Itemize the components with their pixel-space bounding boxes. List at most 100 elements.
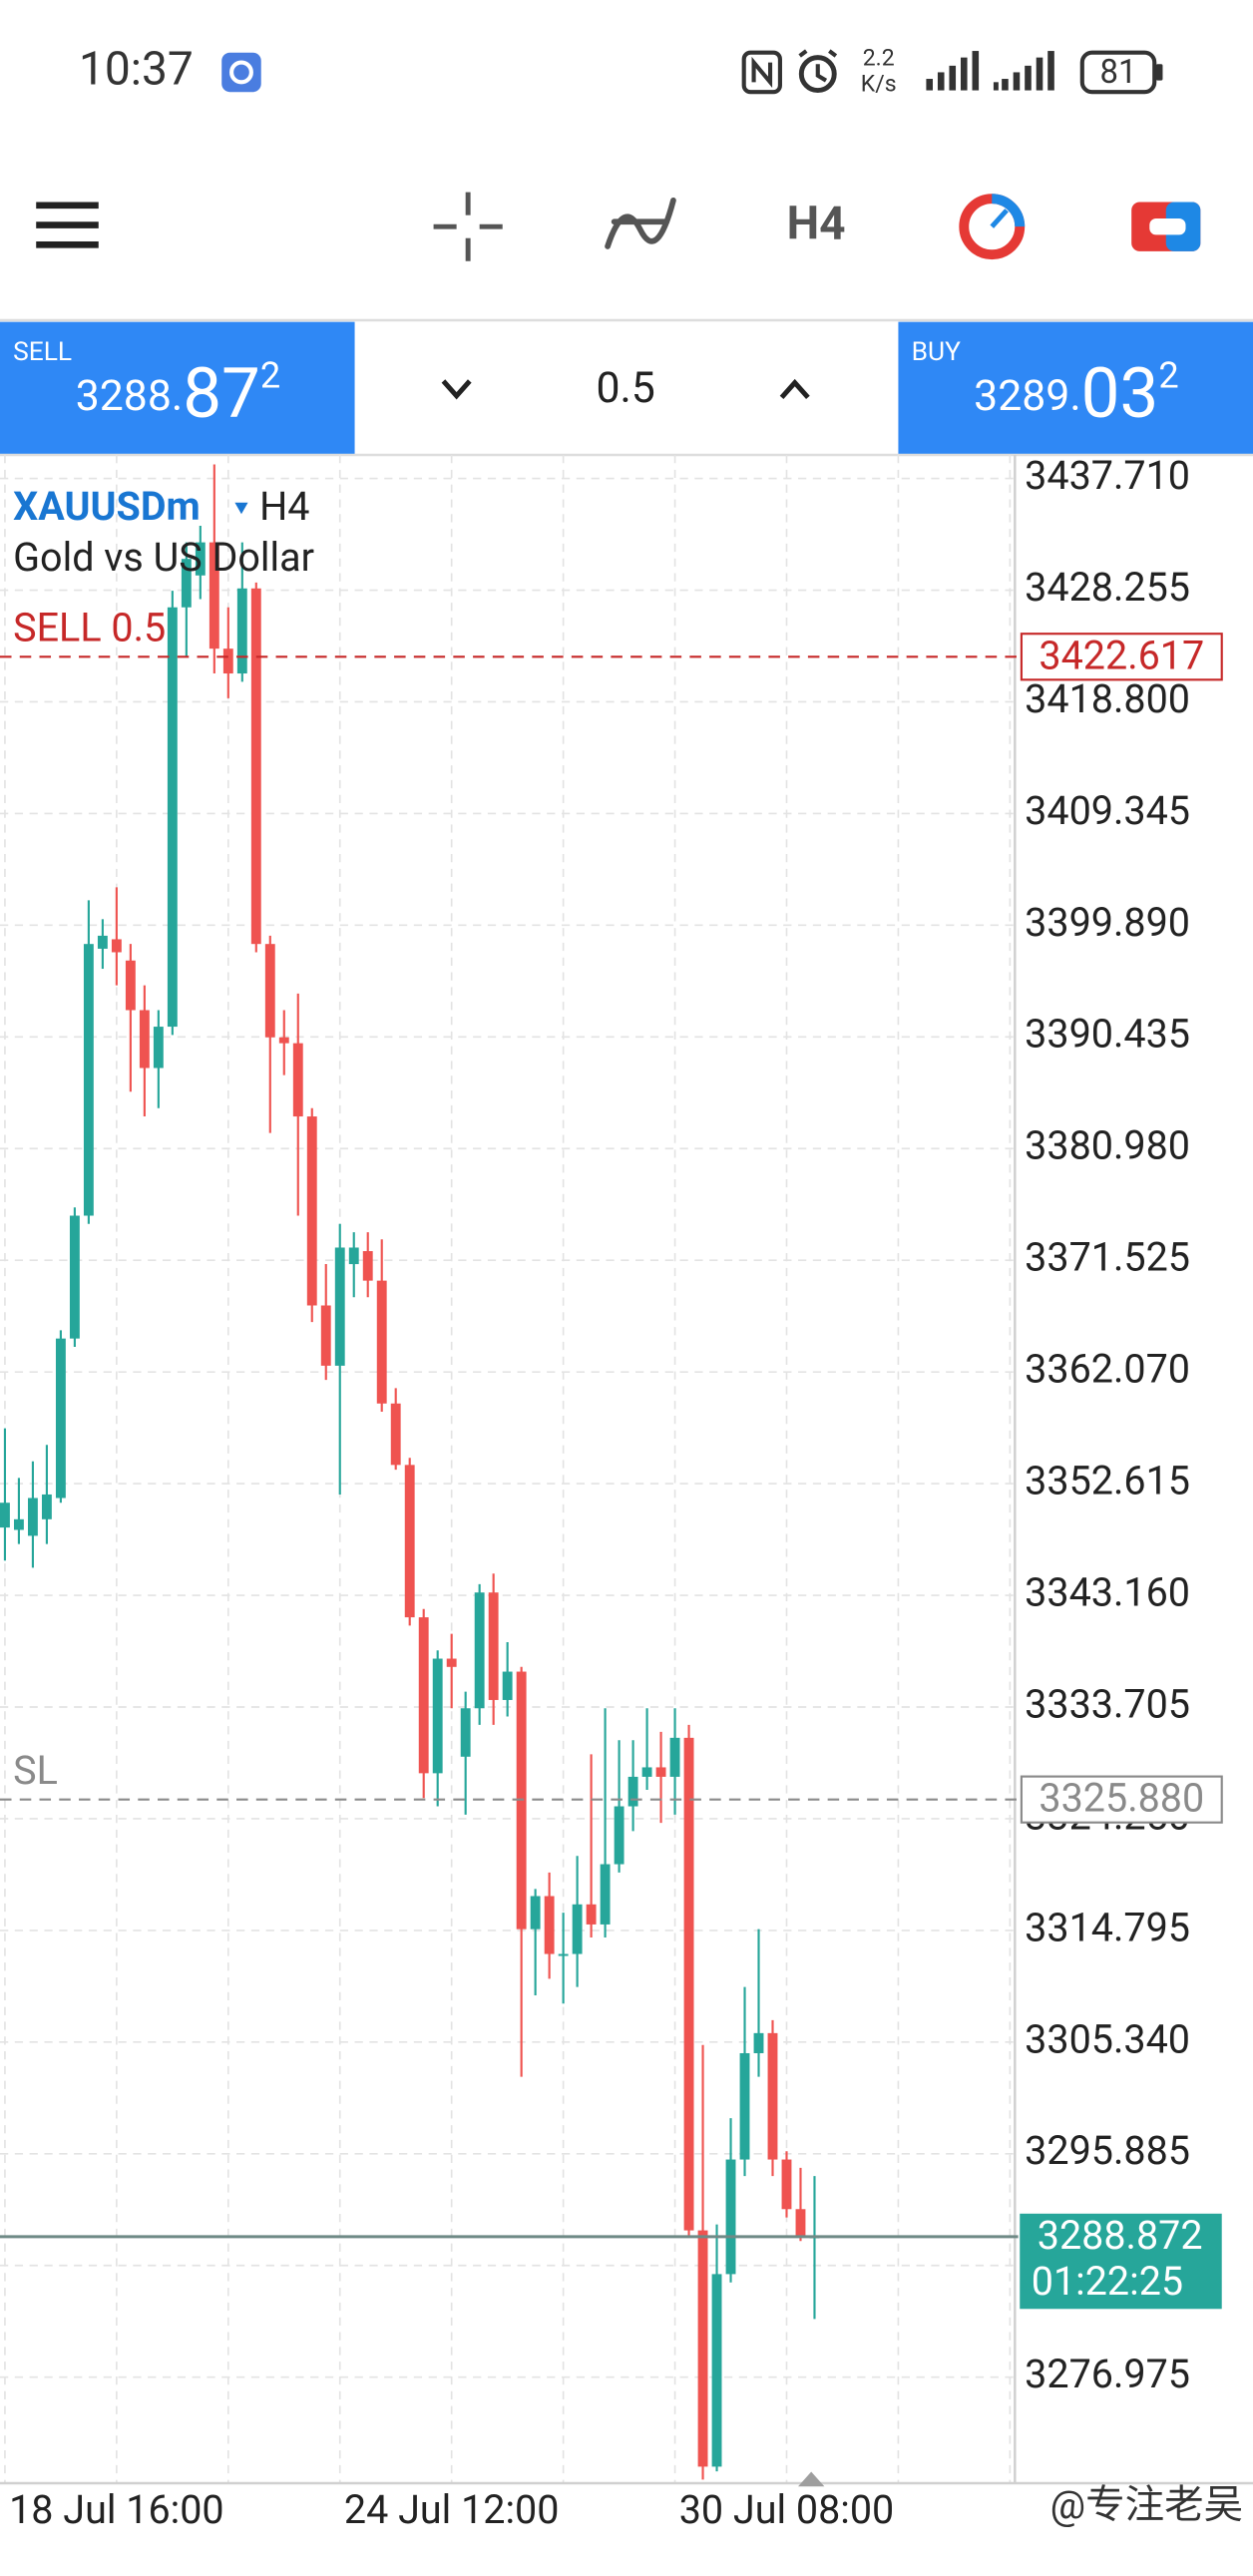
candle-body [250, 588, 261, 945]
chart: 3437.710 3428.255 3418.800 3409.345 3399.890… [0, 452, 1253, 2533]
candle-body [586, 1904, 597, 1925]
trade-panel: SELL 3288.872 0.5 BUY 3289.032 [0, 321, 1253, 457]
candle-body [614, 1806, 625, 1865]
x-tick-label: 30 Jul 08:00 [679, 2486, 895, 2533]
buy-background [898, 321, 1253, 455]
price-line-value: 3422.617 [1039, 632, 1204, 678]
volume[interactable]: 0.5 [596, 363, 654, 413]
candle-body [97, 935, 108, 949]
candle-body [139, 1010, 150, 1069]
candle-body [627, 1776, 638, 1807]
candle-body [795, 2209, 806, 2237]
candle-body [432, 1658, 443, 1774]
current-price-value: 3288.872 [1038, 2212, 1203, 2259]
candle-body [362, 1251, 373, 1281]
candle-body [222, 648, 233, 674]
nfc-icon [741, 50, 782, 95]
indicators-button[interactable] [605, 197, 676, 249]
sell-price-main: 3288. [76, 371, 183, 421]
candle-body [572, 1904, 583, 1954]
candle-body [27, 1498, 38, 1536]
candle-body [278, 1037, 289, 1044]
sell-button[interactable]: SELL 3288.872 [0, 321, 355, 455]
candle-body [55, 1338, 66, 1499]
bar-countdown: 01:22:25 [1032, 2258, 1183, 2305]
candle-body [306, 1116, 317, 1306]
sell-background [0, 321, 355, 455]
candle-body [488, 1592, 499, 1700]
y-tick-label: 3276.975 [1025, 2351, 1190, 2397]
nfc-icon-glyph [751, 56, 773, 89]
candle-body [739, 2052, 750, 2160]
candle-body [753, 2032, 764, 2053]
sell-label: SELL [13, 337, 72, 367]
buy-price: 3289.032 [974, 353, 1179, 434]
candle-body [460, 1708, 471, 1757]
candle-body [446, 1658, 457, 1667]
candle-body [167, 607, 178, 1028]
candle-body [69, 1215, 80, 1339]
symbol-description: Gold vs US Dollar [13, 534, 314, 581]
symbol[interactable]: XAUUSDm [13, 483, 201, 530]
battery-icon [1079, 50, 1157, 95]
candle-body [404, 1465, 415, 1618]
candle-body [209, 542, 219, 649]
volume-decrease[interactable] [441, 379, 472, 400]
volume-increase[interactable] [779, 378, 810, 400]
x-tick-label: 18 Jul 16:00 [9, 2486, 224, 2533]
alarm-icon-hands [798, 49, 838, 83]
candle-body [320, 1305, 331, 1366]
quotes-button[interactable] [1131, 202, 1201, 251]
battery-level: 81 [1100, 53, 1137, 92]
y-tick-label: 3362.070 [1025, 1346, 1190, 1393]
chart-timeframe: H4 [259, 483, 309, 530]
net-unit: K/s [861, 71, 897, 98]
candle-body [683, 1737, 694, 2231]
toolbar: H4 [0, 192, 1253, 322]
y-tick-label: 3343.160 [1025, 1568, 1190, 1615]
price-line-label: SELL 0.5 [13, 604, 166, 650]
price-line-value: 3325.880 [1039, 1775, 1204, 1822]
candle-body [236, 588, 247, 674]
y-tick-label: 3295.885 [1025, 2127, 1190, 2174]
sell-price-sup: 2 [260, 353, 280, 396]
y-tick-label: 3428.255 [1025, 564, 1190, 611]
candle-body [474, 1592, 485, 1709]
y-tick-label: 3380.980 [1025, 1122, 1190, 1169]
candle-body [195, 542, 206, 576]
candle-body [13, 1518, 24, 1530]
scroll-marker[interactable] [798, 2471, 825, 2487]
y-tick-label: 3390.435 [1025, 1011, 1190, 1058]
net-speed: 2.2 [863, 44, 895, 71]
trade-button[interactable] [959, 194, 1026, 260]
candle-body [725, 2159, 736, 2275]
sell-price-big: 87 [183, 353, 260, 434]
buy-button[interactable]: BUY 3289.032 [898, 321, 1253, 455]
candle-body [767, 2032, 778, 2160]
current-price-tag [1020, 2213, 1222, 2310]
menu-button[interactable] [36, 202, 99, 248]
clock: 10:37 [79, 43, 194, 97]
crosshair-button[interactable] [433, 192, 503, 261]
y-tick-label: 3399.890 [1025, 899, 1190, 946]
buy-price-sup: 2 [1158, 353, 1178, 396]
signal-icon-2 [993, 51, 1054, 91]
candle-body [418, 1617, 429, 1774]
candle-body [781, 2159, 792, 2210]
y-tick-label: 3305.340 [1025, 2015, 1190, 2062]
symbol-dropdown[interactable] [234, 502, 248, 515]
notification-icon [221, 52, 261, 93]
price-line-tag [1020, 1775, 1223, 1824]
price-line-tag [1020, 633, 1223, 681]
battery-tip [1155, 64, 1163, 81]
candle-body [334, 1247, 345, 1366]
watermark: @专注老吴 [1050, 2481, 1243, 2528]
candle-body [600, 1864, 611, 1925]
chart-overlay: XAUUSDm H4 Gold vs US Dollar @专注老吴 [13, 483, 1243, 2528]
y-tick-label: 3371.525 [1025, 1234, 1190, 1281]
candle-body [41, 1494, 52, 1519]
candle-body [697, 2230, 708, 2467]
timeframe-button[interactable]: H4 [787, 197, 846, 250]
sell-price: 3288.872 [76, 353, 281, 434]
y-tick-label: 3352.615 [1025, 1458, 1190, 1504]
